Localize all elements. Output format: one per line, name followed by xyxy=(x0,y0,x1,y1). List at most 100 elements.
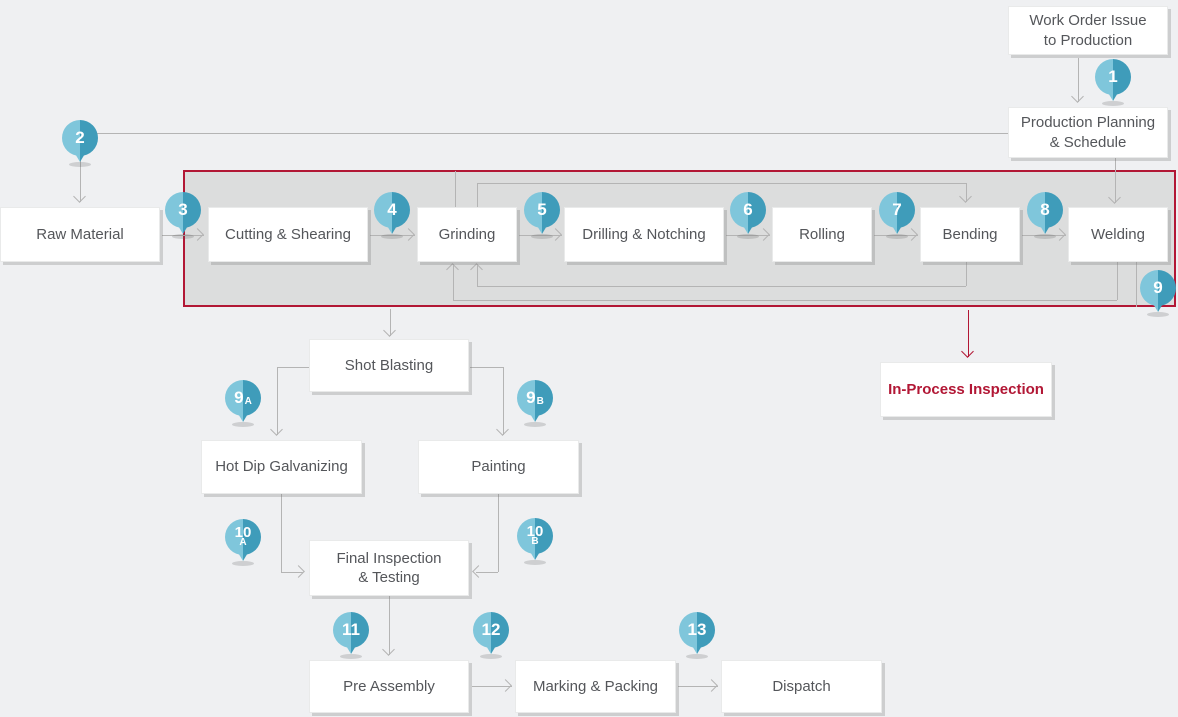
node-bending: Bending xyxy=(920,207,1020,262)
node-shot-blasting: Shot Blasting xyxy=(309,339,469,392)
pin-number-main: 2 xyxy=(75,128,85,147)
pin-step-number: 2 xyxy=(62,120,98,156)
connector-line xyxy=(477,183,478,207)
step-pin-icon: 1 xyxy=(1095,59,1131,107)
pin-number-sub: B xyxy=(531,536,539,547)
pin-step-number: 3 xyxy=(165,192,201,228)
connector-line xyxy=(277,367,278,435)
step-pin-icon: 4 xyxy=(374,192,410,240)
connector-line xyxy=(498,494,499,572)
pin-shadow xyxy=(172,234,194,239)
pin-body xyxy=(879,192,915,228)
pin-shadow xyxy=(1102,101,1124,106)
arrowhead-left-icon xyxy=(472,565,485,578)
pin-number-main: 12 xyxy=(481,620,501,639)
connector-line xyxy=(80,150,81,202)
pin-body xyxy=(517,380,553,416)
pin-step-number: 6 xyxy=(730,192,766,228)
connector-line xyxy=(472,686,512,687)
node-cutting-shearing: Cutting & Shearing xyxy=(208,207,368,262)
connector-line xyxy=(966,183,967,202)
pin-number-main: 9 xyxy=(234,388,244,407)
pin-body xyxy=(730,192,766,228)
step-pin-icon: 10 B xyxy=(517,518,553,566)
connector-line xyxy=(966,262,967,286)
connector-line xyxy=(390,309,391,336)
connector-line xyxy=(80,133,1008,134)
connector-line xyxy=(389,596,390,655)
connector-line xyxy=(874,235,918,236)
pin-body xyxy=(225,519,261,555)
pin-body xyxy=(165,192,201,228)
pin-shadow xyxy=(524,560,546,565)
pin-shadow xyxy=(340,654,362,659)
connector-line xyxy=(726,235,770,236)
pin-shadow xyxy=(737,234,759,239)
step-pin-icon: 2 xyxy=(62,120,98,168)
connector-line xyxy=(370,235,415,236)
pin-number-main: 4 xyxy=(387,200,397,219)
connector-line xyxy=(678,686,718,687)
pin-shadow xyxy=(480,654,502,659)
pin-step-number: 1 xyxy=(1095,59,1131,95)
arrowhead-down-icon xyxy=(270,423,283,436)
node-in-process-inspection: In-Process Inspection xyxy=(880,362,1052,417)
pin-step-number: 13 xyxy=(679,612,715,648)
step-pin-icon: 7 xyxy=(879,192,915,240)
connector-line xyxy=(470,367,503,368)
pin-body xyxy=(333,612,369,648)
pin-shadow xyxy=(232,422,254,427)
step-pin-icon: 12 xyxy=(473,612,509,660)
connector-line xyxy=(477,264,478,286)
step-pin-icon: 5 xyxy=(524,192,560,240)
node-dispatch: Dispatch xyxy=(721,660,882,713)
pin-shadow xyxy=(531,234,553,239)
pin-number-main: 5 xyxy=(537,200,547,219)
arrowhead-down-icon xyxy=(496,423,509,436)
connector-line xyxy=(476,572,498,573)
connector-line xyxy=(968,310,969,357)
connector-line xyxy=(281,494,282,572)
step-pin-icon: 11 xyxy=(333,612,369,660)
arrowhead-right-icon xyxy=(499,679,512,692)
step-pin-icon: 3 xyxy=(165,192,201,240)
pin-number-main: 10 xyxy=(526,523,544,540)
pin-number-main: 9 xyxy=(526,388,536,407)
pin-body xyxy=(473,612,509,648)
pin-step-number: 12 xyxy=(473,612,509,648)
connector-line xyxy=(1022,235,1066,236)
pin-number-sub: A xyxy=(239,537,247,548)
pin-body xyxy=(524,192,560,228)
pin-number-main: 8 xyxy=(1040,200,1050,219)
pin-step-number: 8 xyxy=(1027,192,1063,228)
pin-body xyxy=(62,120,98,156)
pin-step-number: 5 xyxy=(524,192,560,228)
pin-shadow xyxy=(524,422,546,427)
pin-number-main: 13 xyxy=(687,620,707,639)
step-pin-icon: 8 xyxy=(1027,192,1063,240)
connector-line xyxy=(519,235,562,236)
pin-shadow xyxy=(686,654,708,659)
pin-number-main: 11 xyxy=(342,620,360,639)
pin-step-number: 4 xyxy=(374,192,410,228)
node-hot-dip-galvanizing: Hot Dip Galvanizing xyxy=(201,440,362,494)
arrowhead-down-icon xyxy=(1071,90,1084,103)
pin-shadow xyxy=(1034,234,1056,239)
pin-body xyxy=(374,192,410,228)
node-drilling-notching: Drilling & Notching xyxy=(564,207,724,262)
pin-body xyxy=(225,380,261,416)
pin-step-number: 7 xyxy=(879,192,915,228)
node-marking-packing: Marking & Packing xyxy=(515,660,676,713)
pin-step-number: 10 B xyxy=(517,518,553,554)
node-final-inspection-testing: Final Inspection & Testing xyxy=(309,540,469,596)
pin-shadow xyxy=(886,234,908,239)
pin-shadow xyxy=(1147,312,1169,317)
pin-body xyxy=(679,612,715,648)
pin-number-sub: A xyxy=(244,396,252,407)
pin-shadow xyxy=(232,561,254,566)
arrowhead-right-icon xyxy=(292,565,305,578)
arrowhead-right-icon xyxy=(705,679,718,692)
arrowhead-down-icon xyxy=(73,190,86,203)
